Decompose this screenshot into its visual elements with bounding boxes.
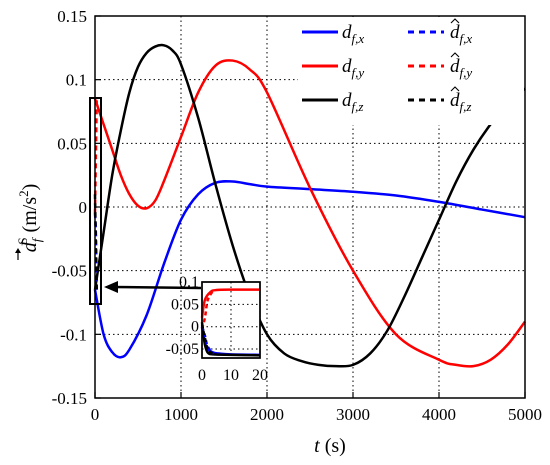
zoom-arrow-line <box>111 285 202 290</box>
x-tick-label: 1000 <box>164 405 198 424</box>
x-axis-label: t (s) <box>314 435 346 457</box>
y-tick-label: -0.1 <box>60 325 87 344</box>
plot-frame <box>94 15 526 399</box>
x-tick-label: 0 <box>91 405 100 424</box>
series-line-df-y <box>93 59 527 368</box>
y-tick-label: 0 <box>79 198 88 217</box>
legend-hat-mark <box>450 86 460 92</box>
inset-y-tick-label: 0.1 <box>179 274 199 291</box>
inset-series-line <box>200 288 261 318</box>
inset-plot: 0 10 20 0.1 0.05 0 -0.05 <box>166 274 268 384</box>
legend-label: df,x <box>450 22 472 46</box>
legend-hat-mark <box>450 18 460 24</box>
legend-background <box>298 17 524 125</box>
inset-x-tick-label: 20 <box>252 367 268 384</box>
x-tick-label: 2000 <box>250 405 284 424</box>
y-tick-label: -0.05 <box>52 262 87 281</box>
legend-hat-mark <box>450 52 460 58</box>
inset-border <box>201 281 261 359</box>
y-axis-label: dfS (m/s2) <box>15 184 44 260</box>
x-tick-label: 3000 <box>336 405 370 424</box>
legend-label: df,y <box>342 56 364 80</box>
axes: 0 1000 2000 3000 4000 50000.150.10.050-0.05-0… <box>52 7 542 424</box>
legend-label: df,z <box>342 90 363 114</box>
y-tick-label: 0.15 <box>57 7 87 26</box>
inset-series-line <box>200 289 215 330</box>
inset-x-tick-label: 0 <box>198 367 206 384</box>
inset-series-line <box>200 324 215 356</box>
legend-label: df,x <box>342 22 364 46</box>
legend-label: df,y <box>450 56 472 80</box>
legend: df,x df,x df,y df,y df,z df,z <box>298 17 524 125</box>
y-tick-label: -0.15 <box>52 389 87 408</box>
y-tick-label: 0.05 <box>57 134 87 153</box>
x-tick-label: 4000 <box>422 405 456 424</box>
x-tick-label: 5000 <box>508 405 542 424</box>
series-line-df-x <box>93 180 526 359</box>
inset-x-tick-label: 10 <box>223 367 239 384</box>
inset-y-tick-label: -0.05 <box>166 341 199 358</box>
series-line-df-z <box>93 43 526 368</box>
inset-y-tick-label: 0 <box>191 319 199 336</box>
inset-y-tick-label: 0.05 <box>171 296 199 313</box>
legend-label: df,z <box>450 90 471 114</box>
svg-text:dfS (m/s2): dfS (m/s2) <box>15 184 44 253</box>
zoom-arrow-head <box>104 281 118 293</box>
y-tick-label: 0.1 <box>66 71 87 90</box>
